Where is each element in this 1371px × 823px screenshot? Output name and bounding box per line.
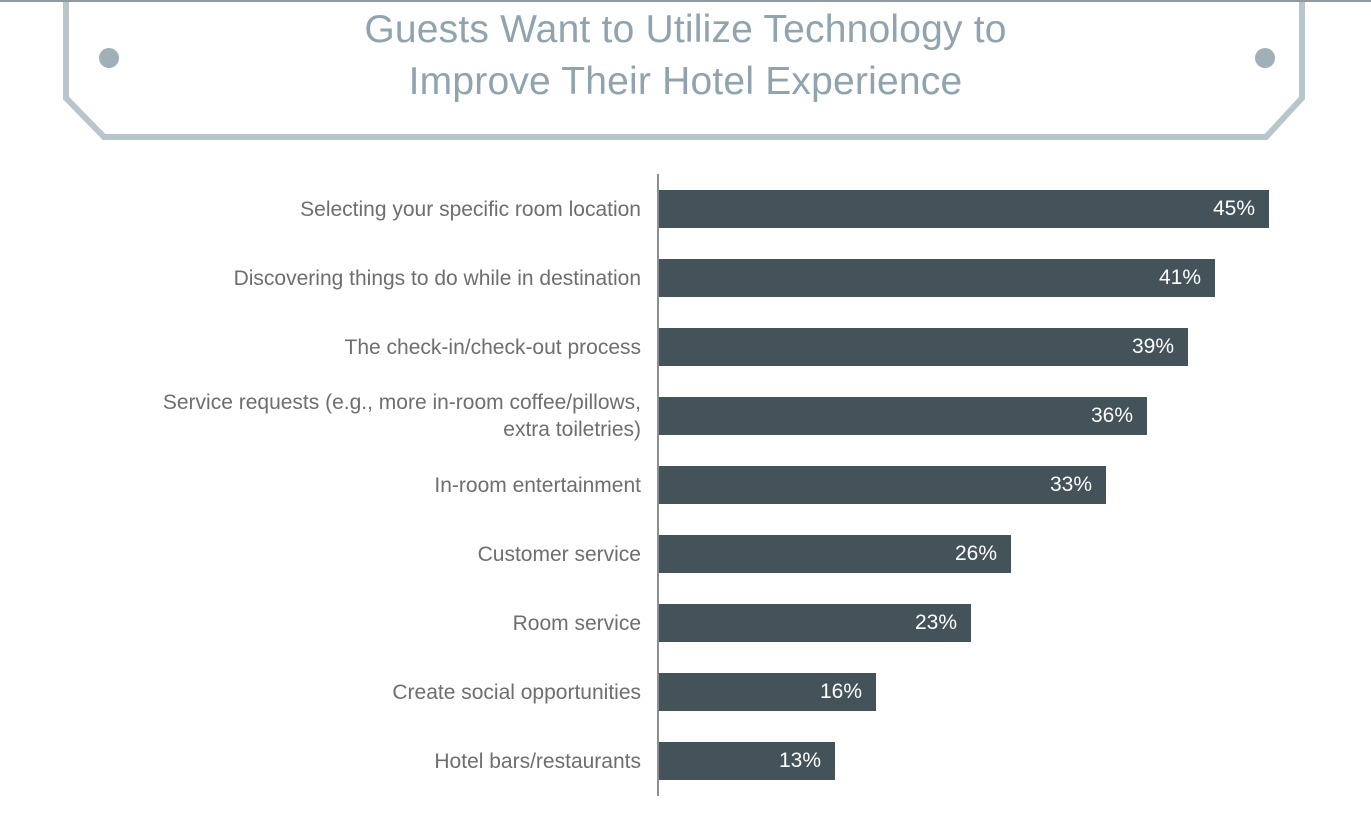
bar: 23% (659, 604, 971, 642)
category-label: Customer service (478, 541, 641, 568)
bar-value-label: 13% (778, 749, 821, 772)
bar-value-label: 41% (1158, 266, 1201, 289)
category-label: Discovering things to do while in destin… (234, 265, 641, 292)
category-label-line: Service requests (e.g., more in-room cof… (162, 391, 641, 414)
chart-title-line-1: Guests Want to Utilize Technology to (364, 8, 1007, 51)
category-label-line: In-room entertainment (434, 473, 641, 497)
bar-value-label: 26% (954, 542, 997, 565)
title-banner-frame (63, 2, 1305, 140)
chart-title: Guests Want to Utilize Technology to Imp… (200, 4, 1171, 108)
category-axis-line (657, 174, 659, 796)
bar: 13% (659, 742, 835, 780)
bar-value-label: 45% (1212, 197, 1255, 220)
bar-value-label: 16% (819, 680, 862, 703)
chart-title-line-2: Improve Their Hotel Experience (408, 60, 963, 103)
banner-dot-left (99, 48, 119, 68)
category-label-line: Room service (512, 611, 641, 635)
category-label: Room service (513, 610, 641, 637)
bar: 39% (659, 328, 1188, 366)
bar: 45% (659, 190, 1269, 228)
category-label-line: Discovering things to do while in destin… (233, 266, 641, 290)
banner-dot-right (1255, 48, 1275, 68)
category-label-line: The check-in/check-out process (344, 335, 641, 359)
bar-value-label: 23% (914, 611, 957, 634)
bar: 33% (659, 466, 1106, 504)
category-label: The check-in/check-out process (345, 334, 641, 361)
category-label: Create social opportunities (392, 679, 641, 706)
category-label-line: Customer service (477, 542, 641, 566)
category-label-line: Selecting your specific room location (300, 197, 641, 221)
bar: 41% (659, 259, 1215, 297)
bar: 26% (659, 535, 1011, 573)
top-rule (0, 0, 1371, 2)
bar: 16% (659, 673, 876, 711)
category-label: Hotel bars/restaurants (434, 748, 641, 775)
bar-value-label: 39% (1131, 335, 1174, 358)
bar-value-label: 33% (1049, 473, 1092, 496)
category-label-line: Hotel bars/restaurants (434, 749, 641, 773)
category-label-line: Create social opportunities (392, 680, 641, 704)
bar-value-label: 36% (1090, 404, 1133, 427)
category-label-line: extra toiletries) (503, 418, 641, 441)
bar: 36% (659, 397, 1147, 435)
category-label: Selecting your specific room location (300, 196, 641, 223)
category-label: In-room entertainment (434, 472, 641, 499)
category-label: Service requests (e.g., more in-room cof… (163, 389, 641, 443)
